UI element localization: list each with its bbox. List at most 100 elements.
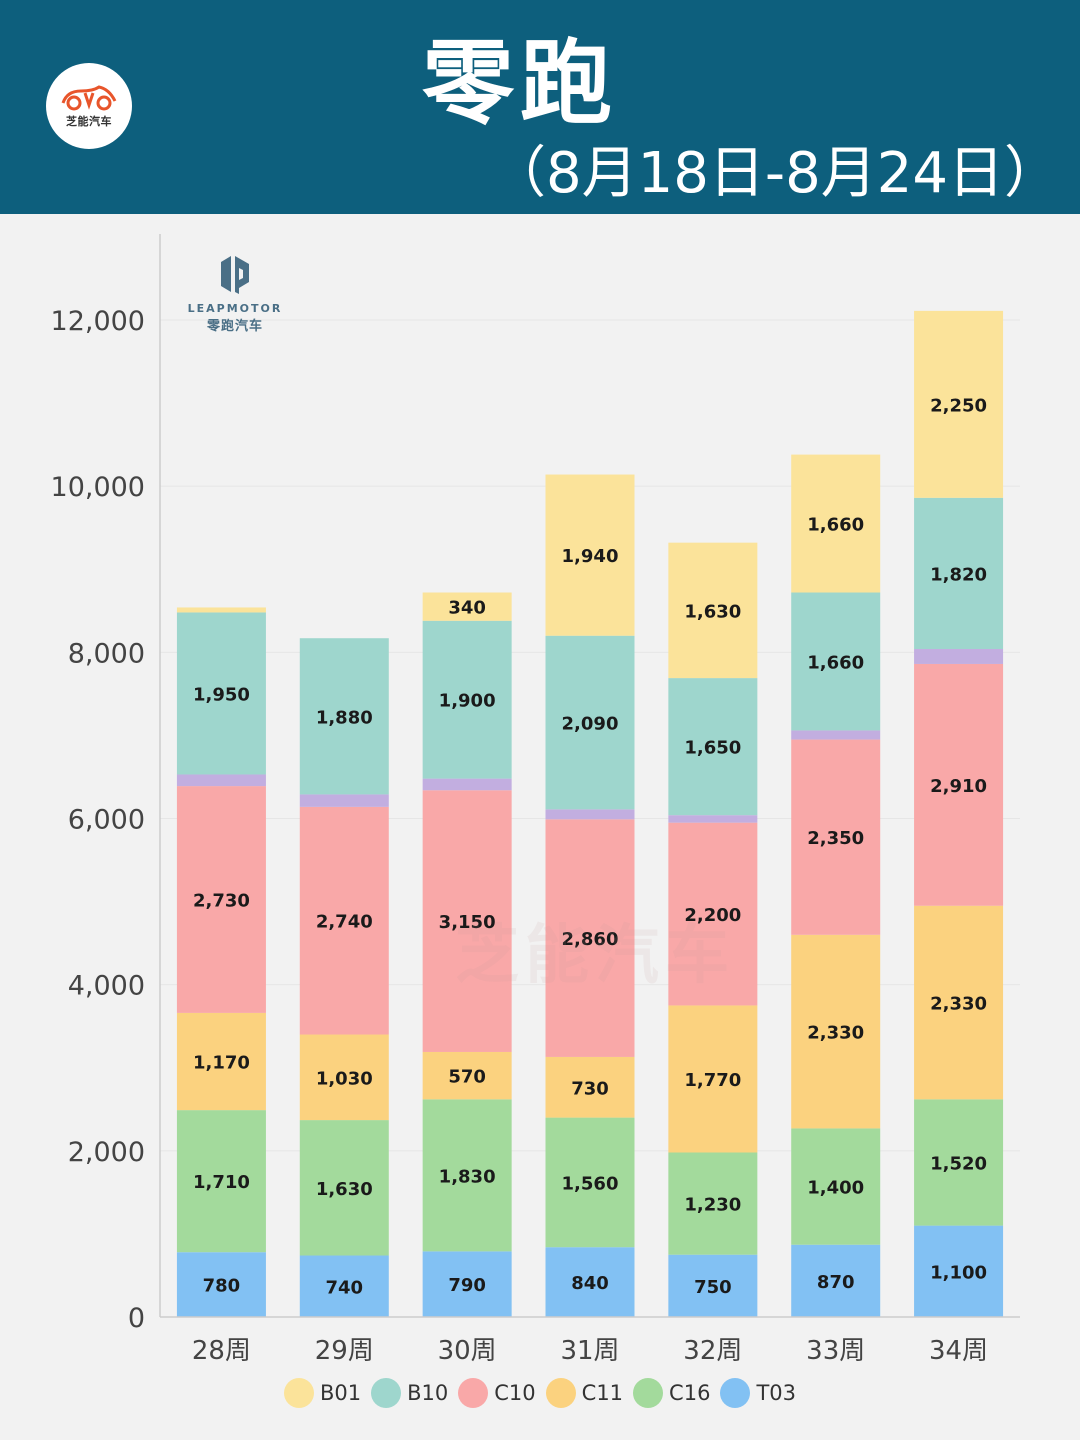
data-label: 1,940 xyxy=(562,546,619,567)
bar-segment-b01 xyxy=(545,474,635,636)
bar-segment-c10 xyxy=(914,663,1004,906)
leapmotor-logo-icon xyxy=(221,256,249,294)
data-label: 1,900 xyxy=(439,691,496,712)
bar-segment-t03 xyxy=(668,1254,758,1317)
bar-segment-other xyxy=(299,794,389,807)
data-label: 2,200 xyxy=(684,905,741,926)
x-tick-label: 28周 xyxy=(192,1336,251,1366)
x-tick-label: 34周 xyxy=(929,1336,988,1366)
legend-swatch xyxy=(545,1378,576,1408)
bar-segment-b10 xyxy=(545,635,635,810)
leapmotor-logo: LEAPMOTOR 零跑汽车 xyxy=(180,252,290,334)
y-tick-label: 8,000 xyxy=(68,638,145,669)
bar-segment-c11 xyxy=(668,1005,758,1153)
data-label: 1,630 xyxy=(684,601,741,622)
bar-segment-c16 xyxy=(791,1128,881,1245)
x-tick-label: 32周 xyxy=(683,1336,742,1366)
bar-segment-c10 xyxy=(791,739,881,935)
data-label: 1,830 xyxy=(439,1166,496,1187)
bar-segment-c16 xyxy=(422,1099,512,1252)
legend-swatch xyxy=(371,1378,402,1408)
bar-segment-t03 xyxy=(176,1252,266,1317)
bar-segment-c16 xyxy=(914,1099,1004,1226)
date-range: （8月18日-8月24日） xyxy=(490,141,1060,206)
data-label: 1,400 xyxy=(807,1178,864,1199)
bar-segment-other xyxy=(668,815,758,823)
data-label: 1,650 xyxy=(684,738,741,759)
legend: B01 B10 C10 C11 C16 T03 xyxy=(0,1376,1080,1410)
y-tick-label: 12,000 xyxy=(51,306,145,337)
data-label: 1,770 xyxy=(684,1070,741,1091)
data-label: 2,740 xyxy=(316,912,373,933)
bar-segment-c16 xyxy=(545,1117,635,1248)
data-label: 1,230 xyxy=(684,1195,741,1216)
bar-segment-c16 xyxy=(668,1152,758,1255)
header-banner: 芝能汽车 零跑 （8月18日-8月24日） xyxy=(0,0,1080,214)
bar-segment-c11 xyxy=(176,1012,266,1111)
y-tick-label: 6,000 xyxy=(68,805,145,836)
legend-item-b01: B01 xyxy=(283,1378,362,1408)
stacked-bar-chart: 0 2,000 4,000 6,000 8,000 10,000 12,000 780 1,71… xyxy=(51,234,1020,1366)
watermark: 芝能汽车 xyxy=(455,919,735,993)
legend-item-c10: C10 xyxy=(458,1378,536,1408)
data-label: 2,860 xyxy=(562,929,619,950)
bar-segment-other xyxy=(791,730,881,740)
data-label: 2,330 xyxy=(930,994,987,1015)
legend-swatch xyxy=(458,1378,489,1408)
data-label: 2,350 xyxy=(807,828,864,849)
legend-swatch xyxy=(633,1378,664,1408)
legend-label: C10 xyxy=(494,1381,536,1405)
y-tick-label: 0 xyxy=(128,1303,145,1334)
bar-segment-c10 xyxy=(545,819,635,1057)
bar-segment-c10 xyxy=(299,806,389,1035)
bar-segment-t03 xyxy=(299,1255,389,1317)
legend-label: B10 xyxy=(407,1381,449,1405)
bar-segment-b10 xyxy=(176,612,266,775)
data-label: 750 xyxy=(694,1277,732,1298)
legend-label: C11 xyxy=(581,1381,624,1405)
data-label: 1,710 xyxy=(193,1172,250,1193)
data-label: 1,520 xyxy=(930,1153,987,1174)
bar-segment-other xyxy=(914,649,1004,664)
bar-segment-c16 xyxy=(299,1120,389,1256)
data-label: 340 xyxy=(448,598,486,619)
data-label: 2,910 xyxy=(930,776,987,797)
bar-segment-c11 xyxy=(299,1034,389,1121)
data-label: 1,950 xyxy=(193,684,250,705)
legend-item-c16: C16 xyxy=(633,1378,710,1408)
bar-segment-c10 xyxy=(422,790,512,1052)
data-label: 2,330 xyxy=(807,1023,864,1044)
data-label: 1,660 xyxy=(807,652,864,673)
data-label: 2,730 xyxy=(193,891,250,912)
data-label: 1,660 xyxy=(807,515,864,536)
page-title: 零跑 xyxy=(421,30,618,137)
bar-segment-other xyxy=(422,778,512,791)
y-tick-label: 10,000 xyxy=(51,472,145,503)
x-tick-label: 29周 xyxy=(315,1336,374,1366)
data-label: 840 xyxy=(571,1273,609,1294)
y-tick-label: 4,000 xyxy=(68,971,145,1002)
data-label: 1,030 xyxy=(316,1068,373,1089)
data-label: 1,820 xyxy=(930,564,987,585)
x-tick-label: 30周 xyxy=(438,1336,497,1366)
legend-label: C16 xyxy=(669,1381,711,1405)
bar-segment-c11 xyxy=(545,1056,635,1118)
bar-segment-t03 xyxy=(791,1244,881,1317)
bar-segment-c16 xyxy=(176,1110,266,1253)
bar-segment-c11 xyxy=(422,1051,512,1100)
logo-text-en: LEAPMOTOR xyxy=(187,302,283,315)
chart-area: 0 2,000 4,000 6,000 8,000 10,000 12,000 780 1,71… xyxy=(0,214,1080,1440)
data-label: 1,560 xyxy=(562,1173,619,1194)
legend-swatch xyxy=(720,1378,751,1408)
car-logo-icon xyxy=(61,85,117,111)
data-label: 870 xyxy=(817,1272,855,1293)
bar-segment-b01 xyxy=(176,607,266,613)
data-label: 730 xyxy=(571,1078,609,1099)
legend-label: B01 xyxy=(319,1381,362,1405)
legend-item-c11: C11 xyxy=(545,1378,624,1408)
legend-swatch xyxy=(283,1378,314,1408)
bar-segment-c10 xyxy=(668,822,758,1006)
data-label: 2,250 xyxy=(930,395,987,416)
data-label: 780 xyxy=(203,1276,241,1297)
bar-segment-b10 xyxy=(422,620,512,779)
